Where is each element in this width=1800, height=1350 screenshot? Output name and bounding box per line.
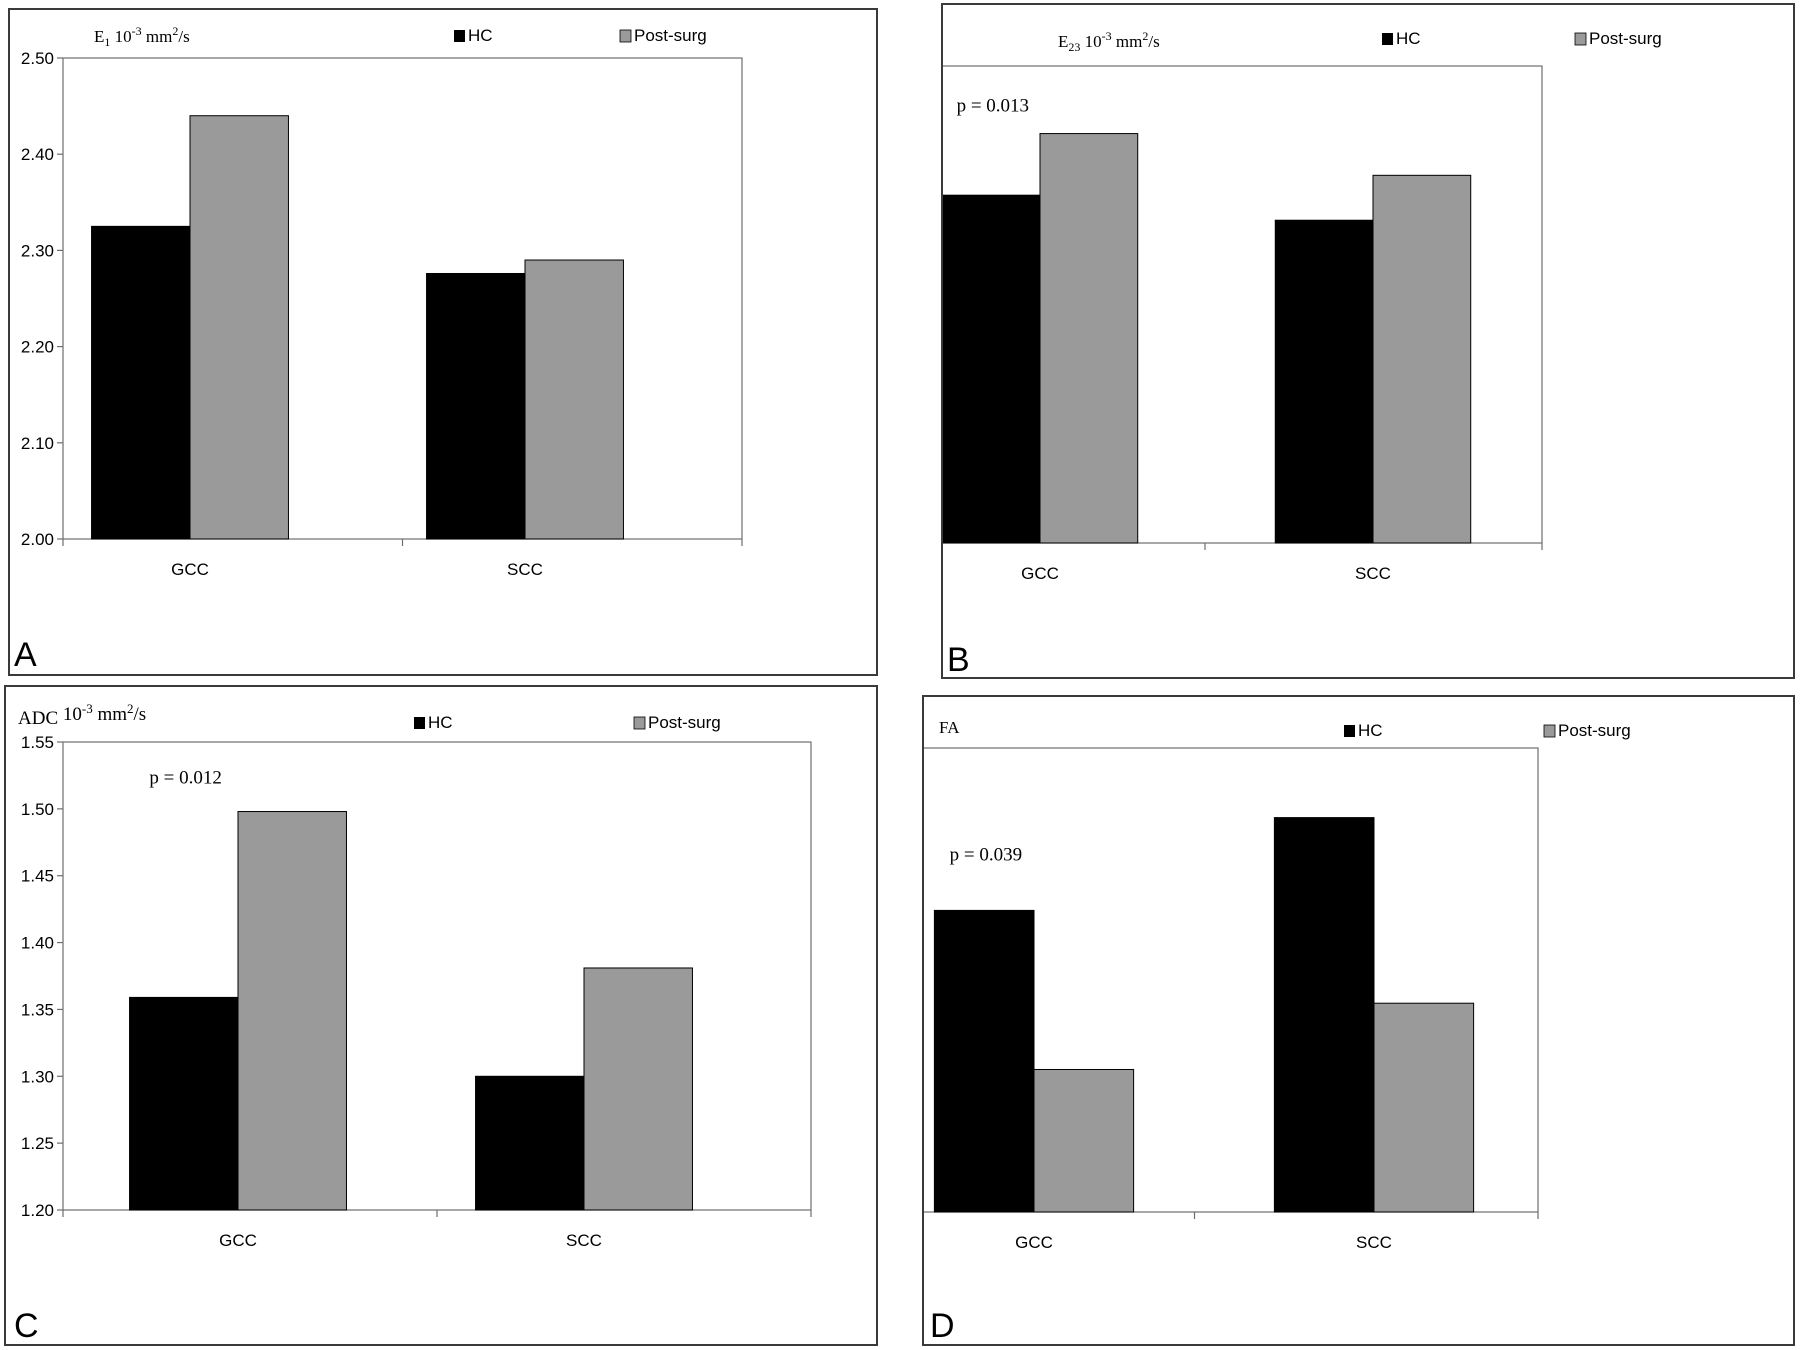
bar-post-surg-gcc: [189, 115, 289, 540]
ylabel-main: FA: [939, 718, 960, 737]
chart-panel-c: ADC 10-3 mm2/s HC Post-surg C 1.20 1.25 1.…: [4, 685, 878, 1346]
bar-post-surg-gcc: [1039, 133, 1139, 544]
y-tick-label: 1.55: [21, 733, 54, 752]
bar-hc-gcc: [129, 996, 239, 1211]
panel-letter: C: [14, 1307, 39, 1344]
ylabel-exp: -3: [82, 701, 93, 716]
chart-svg-b: E23 10-3 mm2/s HC Post-surg B 0.000.200.…: [826, 29, 1662, 679]
bar-hc-gcc: [941, 194, 1041, 544]
panel-letter: A: [14, 636, 37, 674]
ylabel-unit: mm: [142, 27, 173, 46]
x-tick-label: SCC: [1356, 1233, 1392, 1252]
y-tick-label: 1.25: [21, 1134, 54, 1153]
p-value-annotation: p = 0.012: [149, 767, 221, 788]
ylabel-exp: -3: [1102, 29, 1112, 43]
ylabel-main: E: [94, 27, 104, 46]
chart-panel-d: FA HC Post-surg D 0.460.480.500.520.540.…: [809, 695, 1795, 1346]
ylabel-exp2: 2: [1142, 29, 1148, 43]
ylabel-tail: /s: [134, 704, 147, 725]
y-tick-label: 2.00: [21, 530, 54, 549]
legend-swatch-hc: [1344, 725, 1355, 737]
p-value-annotation: p = 0.013: [957, 96, 1029, 117]
chart-panel-a: E1 10-3 mm2/s HC Post-surg A 2.00 2.10 2.2…: [8, 8, 878, 676]
y-tick-label: 2.50: [21, 49, 54, 68]
legend-swatch-hc: [454, 30, 465, 42]
ylabel-exp2: 2: [172, 24, 178, 38]
panel-letter: D: [930, 1307, 955, 1344]
ylabel-main: E: [1058, 32, 1068, 51]
ylabel-sub: 1: [104, 35, 110, 49]
chart-svg-c: ADC 10-3 mm2/s HC Post-surg C 1.20 1.25 1.…: [14, 701, 812, 1345]
ylabel-pre: 10: [58, 704, 82, 725]
ylabel-unit: mm: [1112, 32, 1143, 51]
ylabel-main: ADC: [18, 708, 58, 729]
ylabel: FA: [939, 718, 960, 737]
chart-svg-a: E1 10-3 mm2/s HC Post-surg A 2.00 2.10 2.2…: [14, 24, 743, 674]
y-tick-label: 1.45: [21, 867, 54, 886]
bar-hc-gcc: [91, 225, 191, 540]
bar-post-surg-gcc: [1033, 1068, 1135, 1213]
bar-post-surg-scc: [1373, 1002, 1475, 1213]
bar-hc-scc: [1273, 817, 1375, 1213]
ylabel-unit: mm: [93, 704, 128, 725]
x-tick-label: SCC: [507, 560, 543, 579]
legend-label-post-surg: Post-surg: [1558, 721, 1631, 740]
y-tick-label: 1.35: [21, 1000, 54, 1019]
legend-label-post-surg: Post-surg: [634, 26, 707, 45]
bar-post-surg-gcc: [237, 811, 347, 1211]
legend-swatch-post-surg: [619, 29, 632, 43]
legend-swatch-hc: [1382, 33, 1393, 45]
legend-swatch-post-surg: [1574, 32, 1587, 46]
x-tick-label: GCC: [219, 1231, 257, 1250]
ylabel-tail: /s: [1148, 32, 1159, 51]
x-tick-label: SCC: [1355, 564, 1391, 583]
y-tick-label: 2.30: [21, 241, 54, 260]
ylabel: E1 10-3 mm2/s: [94, 24, 190, 49]
x-tick-label: GCC: [1021, 564, 1059, 583]
y-tick-label: 1.40: [21, 934, 54, 953]
ylabel: ADC 10-3 mm2/s: [18, 701, 146, 729]
ylabel: E23 10-3 mm2/s: [1058, 29, 1160, 54]
ylabel-exp2: 2: [127, 701, 134, 716]
legend-label-post-surg: Post-surg: [648, 713, 721, 732]
legend-swatch-post-surg: [633, 716, 646, 730]
y-tick-label: 2.40: [21, 145, 54, 164]
p-value-annotation: p = 0.039: [950, 845, 1022, 866]
y-tick-label: 2.10: [21, 434, 54, 453]
y-tick-label: 1.50: [21, 800, 54, 819]
ylabel-tail: /s: [178, 27, 189, 46]
bar-hc-scc: [426, 272, 526, 540]
legend-label-hc: HC: [1396, 29, 1421, 48]
x-tick-label: GCC: [171, 560, 209, 579]
legend-label-hc: HC: [468, 26, 493, 45]
legend-label-post-surg: Post-surg: [1589, 29, 1662, 48]
chart-svg-d: FA HC Post-surg D 0.460.480.500.520.540.…: [809, 718, 1631, 1345]
legend-label-hc: HC: [1358, 721, 1383, 740]
bar-hc-scc: [475, 1075, 585, 1211]
ylabel-pre: 10: [1080, 32, 1101, 51]
y-tick-label: 1.20: [21, 1201, 54, 1220]
panel-letter: B: [947, 641, 970, 677]
y-tick-label: 2.20: [21, 338, 54, 357]
bar-post-surg-scc: [1372, 174, 1472, 544]
y-tick-label: 1.30: [21, 1067, 54, 1086]
bar-post-surg-scc: [583, 967, 693, 1211]
x-tick-label: GCC: [1015, 1233, 1053, 1252]
chart-panel-b: E23 10-3 mm2/s HC Post-surg B 0.000.200.…: [826, 3, 1795, 679]
legend-swatch-post-surg: [1543, 724, 1556, 738]
bar-hc-scc: [1274, 219, 1374, 544]
bar-post-surg-scc: [524, 259, 624, 540]
legend-swatch-hc: [414, 717, 425, 729]
ylabel-exp: -3: [132, 24, 142, 38]
legend-label-hc: HC: [428, 713, 453, 732]
bar-hc-gcc: [933, 909, 1035, 1213]
ylabel-sub: 23: [1068, 40, 1080, 54]
x-tick-label: SCC: [566, 1231, 602, 1250]
ylabel-pre: 10: [110, 27, 131, 46]
